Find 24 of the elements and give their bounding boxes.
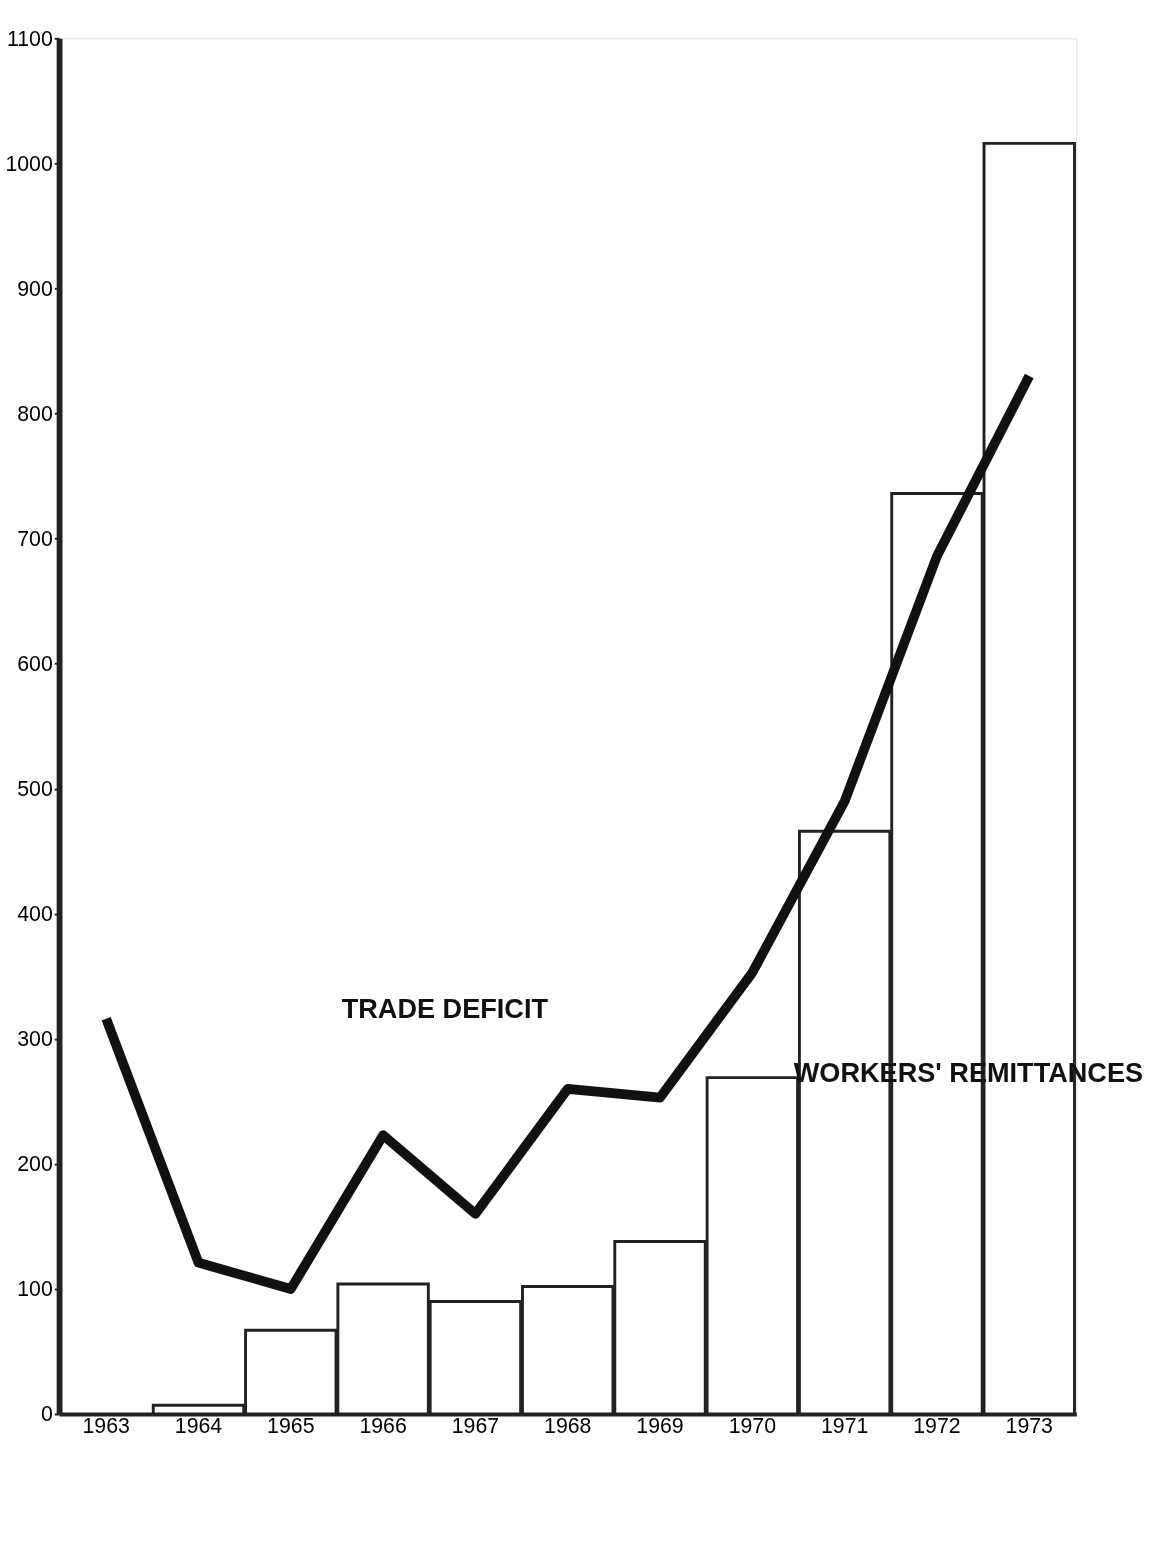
y-tick-label: 0 [40, 1402, 53, 1427]
x-tick-label: 1973 [1005, 1413, 1053, 1438]
y-tick-label: 1100 [7, 26, 53, 51]
y-tick-label: 700 [17, 526, 53, 551]
x-tick-label: 1966 [359, 1413, 407, 1438]
y-tick-label: 900 [17, 276, 53, 301]
x-tick-label: 1968 [544, 1413, 592, 1438]
y-tick-label: 200 [17, 1152, 53, 1177]
y-tick-label: 400 [17, 902, 53, 927]
x-tick-label: 1963 [82, 1413, 130, 1438]
y-tick-label: 1000 [5, 151, 53, 176]
y-tick-label: 800 [17, 401, 53, 426]
x-tick-label: 1971 [820, 1413, 869, 1438]
y-tick-label: 500 [17, 776, 53, 801]
x-tick-label: 1967 [451, 1413, 500, 1438]
x-tick-label: 1965 [267, 1413, 315, 1438]
text: TRADE DEFICIT [341, 993, 549, 1025]
y-tick-label: 100 [17, 1277, 53, 1302]
y-tick-label: 300 [17, 1027, 53, 1052]
x-tick-label: 1964 [174, 1413, 223, 1438]
x-tick-label: 1972 [913, 1413, 961, 1438]
x-tick-label: 1970 [728, 1413, 777, 1438]
y-tick-label: 600 [17, 651, 53, 676]
x-tick-label: 1969 [636, 1413, 684, 1438]
